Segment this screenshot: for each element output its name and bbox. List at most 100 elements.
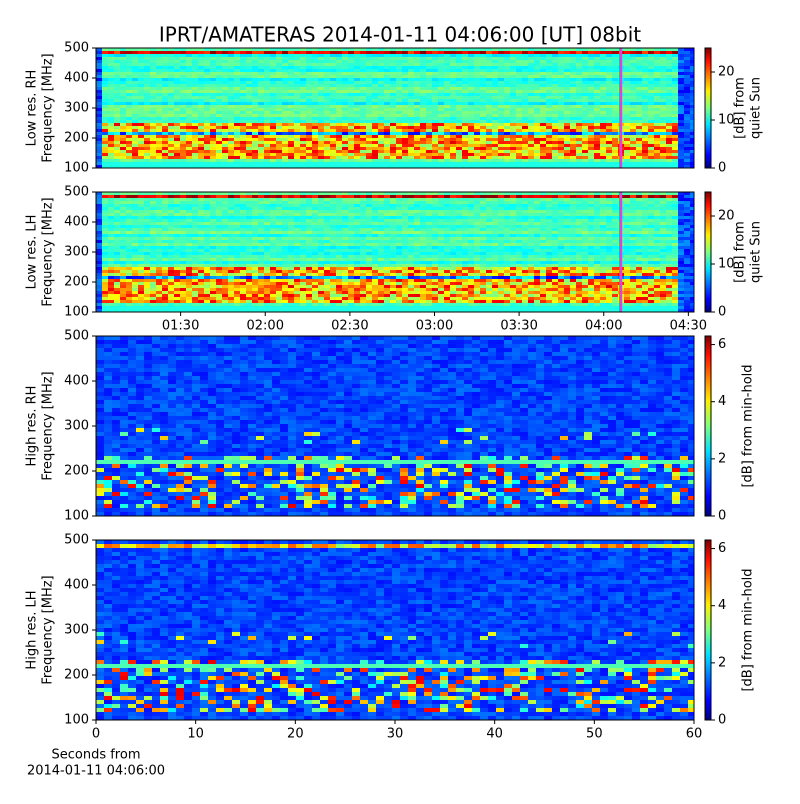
texture-cell [114, 219, 120, 222]
texture-cell [660, 138, 666, 141]
texture-cell [450, 84, 456, 87]
texture-cell [162, 54, 168, 57]
texture-cell [222, 210, 228, 213]
texture-cell [114, 162, 120, 165]
texture-cell [378, 63, 384, 66]
texture-cell [588, 114, 594, 117]
texture-cell [630, 96, 636, 99]
texture-cell [552, 60, 558, 63]
texture-cell [324, 216, 330, 219]
texture-cell [318, 54, 324, 57]
texture-cell [270, 93, 276, 96]
texture-cell [138, 120, 144, 123]
texture-cell [354, 144, 360, 147]
texture-cell [624, 108, 630, 111]
texture-cell [450, 54, 456, 57]
texture-cell [252, 63, 258, 66]
texture-cell [534, 120, 540, 123]
texture-cell [420, 102, 426, 105]
texture-cell [504, 132, 510, 135]
texture-cell [582, 114, 588, 117]
texture-cell [252, 57, 258, 60]
texture-cell [576, 51, 582, 54]
texture-cell [258, 66, 264, 69]
texture-cell [204, 195, 210, 198]
texture-cell [396, 87, 402, 90]
texture-cell [558, 201, 564, 204]
texture-cell [216, 159, 222, 162]
texture-cell [594, 60, 600, 63]
texture-cell [150, 114, 156, 117]
texture-cell [456, 105, 462, 108]
texture-cell [282, 210, 288, 213]
texture-cell [600, 78, 606, 81]
texture-cell [492, 153, 498, 156]
texture-cell [180, 60, 186, 63]
texture-cell [444, 93, 450, 96]
texture-cell [144, 105, 150, 108]
texture-cell [354, 138, 360, 141]
texture-cell [306, 138, 312, 141]
texture-cell [96, 216, 102, 219]
texture-cell [138, 123, 144, 126]
texture-cell [594, 207, 600, 210]
texture-cell [510, 72, 516, 75]
texture-cell [186, 219, 192, 222]
texture-cell [690, 120, 696, 123]
texture-cell [216, 105, 222, 108]
texture-cell [156, 198, 162, 201]
texture-cell [564, 105, 570, 108]
texture-cell [264, 57, 270, 60]
texture-cell [606, 60, 612, 63]
texture-cell [552, 195, 558, 198]
texture-cell [312, 108, 318, 111]
texture-cell [186, 204, 192, 207]
texture-cell [672, 75, 678, 78]
texture-cell [348, 135, 354, 138]
texture-cell [330, 213, 336, 216]
texture-cell [168, 207, 174, 210]
texture-cell [114, 138, 120, 141]
texture-cell [264, 135, 270, 138]
texture-cell [480, 60, 486, 63]
texture-cell [432, 126, 438, 129]
texture-cell [630, 60, 636, 63]
texture-cell [150, 162, 156, 165]
texture-cell [612, 66, 618, 69]
texture-cell [270, 204, 276, 207]
texture-cell [576, 138, 582, 141]
texture-cell [378, 81, 384, 84]
texture-cell [162, 204, 168, 207]
texture-cell [378, 147, 384, 150]
texture-cell [144, 75, 150, 78]
texture-cell [666, 60, 672, 63]
texture-cell [498, 141, 504, 144]
texture-cell [360, 87, 366, 90]
texture-cell [504, 210, 510, 213]
texture-cell [114, 78, 120, 81]
texture-cell [534, 138, 540, 141]
texture-cell [276, 129, 282, 132]
texture-cell [408, 54, 414, 57]
texture-cell [342, 216, 348, 219]
texture-cell [276, 102, 282, 105]
texture-cell [192, 84, 198, 87]
texture-cell [552, 198, 558, 201]
texture-cell [606, 159, 612, 162]
texture-cell [270, 78, 276, 81]
texture-cell [324, 51, 330, 54]
texture-cell [684, 108, 690, 111]
texture-cell [120, 198, 126, 201]
texture-cell [318, 114, 324, 117]
texture-cell [294, 57, 300, 60]
texture-cell [366, 210, 372, 213]
texture-cell [210, 78, 216, 81]
texture-cell [372, 162, 378, 165]
texture-cell [672, 201, 678, 204]
texture-cell [324, 117, 330, 120]
texture-cell [318, 66, 324, 69]
texture-cell [342, 60, 348, 63]
texture-cell [462, 99, 468, 102]
texture-cell [690, 114, 696, 117]
texture-cell [510, 195, 516, 198]
